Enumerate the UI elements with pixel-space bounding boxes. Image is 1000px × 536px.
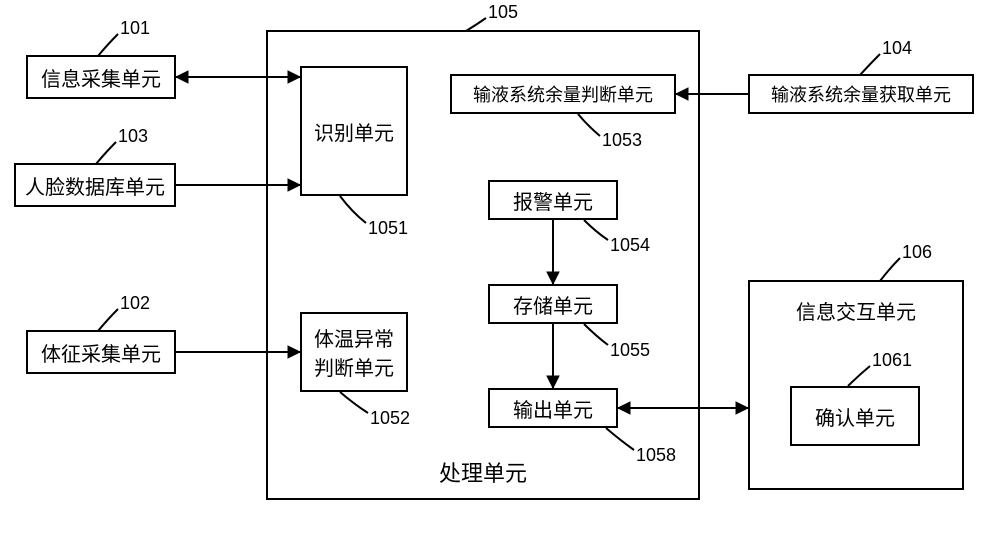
label-102: 体征采集单元 [41,338,161,367]
ref-1051: 1051 [368,218,408,239]
ref-104: 104 [882,38,912,59]
label-106: 信息交互单元 [796,296,916,325]
label-104: 输液系统余量获取单元 [771,81,951,107]
diagram-canvas: 处理单元 信息交互单元 信息采集单元 人脸数据库单元 体征采集单元 识别单元 体… [0,0,1000,536]
box-info-exchange-unit: 信息交互单元 [748,280,964,490]
box-info-collect: 信息采集单元 [26,55,176,99]
box-face-db: 人脸数据库单元 [14,163,176,207]
box-confirm: 确认单元 [790,386,920,446]
ref-1052: 1052 [370,408,410,429]
ref-1055: 1055 [610,340,650,361]
box-output: 输出单元 [488,388,618,428]
ref-103: 103 [118,126,148,147]
label-1061: 确认单元 [815,402,895,431]
label-1053: 输液系统余量判断单元 [473,81,653,107]
label-1058: 输出单元 [513,394,593,423]
label-105: 处理单元 [439,456,527,488]
box-recognition: 识别单元 [300,66,408,196]
label-101: 信息采集单元 [41,63,161,92]
ref-102: 102 [120,293,150,314]
ref-1058: 1058 [636,445,676,466]
label-1054: 报警单元 [513,186,593,215]
ref-1053: 1053 [602,130,642,151]
box-infusion-judge: 输液系统余量判断单元 [450,74,676,114]
box-sign-collect: 体征采集单元 [26,330,176,374]
ref-1054: 1054 [610,235,650,256]
label-1051: 识别单元 [314,117,394,146]
label-1055: 存储单元 [513,290,593,319]
ref-101: 101 [120,18,150,39]
box-alarm: 报警单元 [488,180,618,220]
ref-105: 105 [488,2,518,23]
ref-1061: 1061 [872,350,912,371]
box-temp-abnormal: 体温异常 判断单元 [300,312,408,392]
ref-106: 106 [902,242,932,263]
box-storage: 存储单元 [488,284,618,324]
label-1052: 体温异常 判断单元 [314,323,394,381]
label-103: 人脸数据库单元 [25,171,165,200]
box-infusion-acquire: 输液系统余量获取单元 [748,74,974,114]
